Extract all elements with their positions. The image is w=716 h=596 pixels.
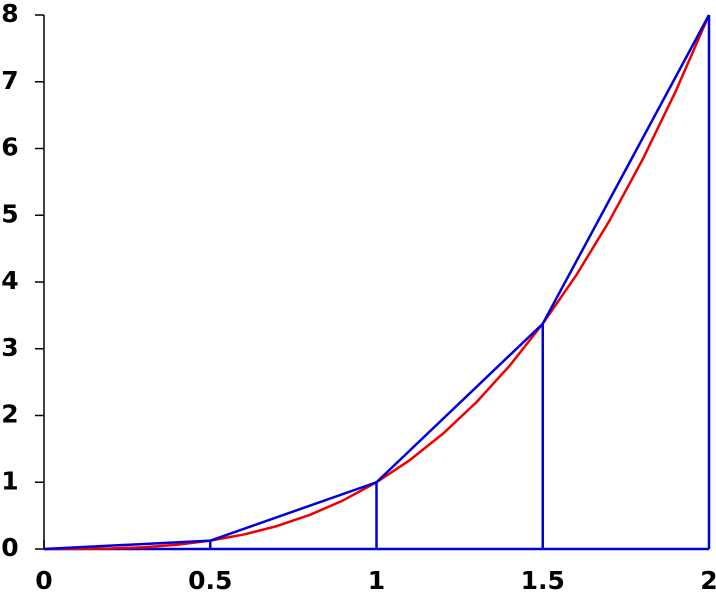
- x-tick-label: 1.5: [521, 566, 565, 595]
- x-tick-label: 1: [368, 566, 385, 595]
- trapezoid-line: [43, 14, 711, 551]
- y-tick-label: 4: [1, 266, 18, 295]
- y-tick-label: 7: [1, 66, 18, 95]
- curve: [43, 14, 711, 551]
- x-tick-label: 2: [700, 566, 716, 595]
- y-tick-label: 5: [1, 199, 18, 228]
- y-tick-label: 0: [1, 533, 18, 562]
- x-tick-label: 0.5: [188, 566, 232, 595]
- y-tick-label: 3: [1, 333, 18, 362]
- x-tick-label: 0: [35, 566, 52, 595]
- y-tick-label: 6: [1, 133, 18, 162]
- y-tick-label: 2: [1, 400, 18, 429]
- y-tick-label: 1: [1, 466, 18, 495]
- y-tick-label: 8: [1, 0, 18, 28]
